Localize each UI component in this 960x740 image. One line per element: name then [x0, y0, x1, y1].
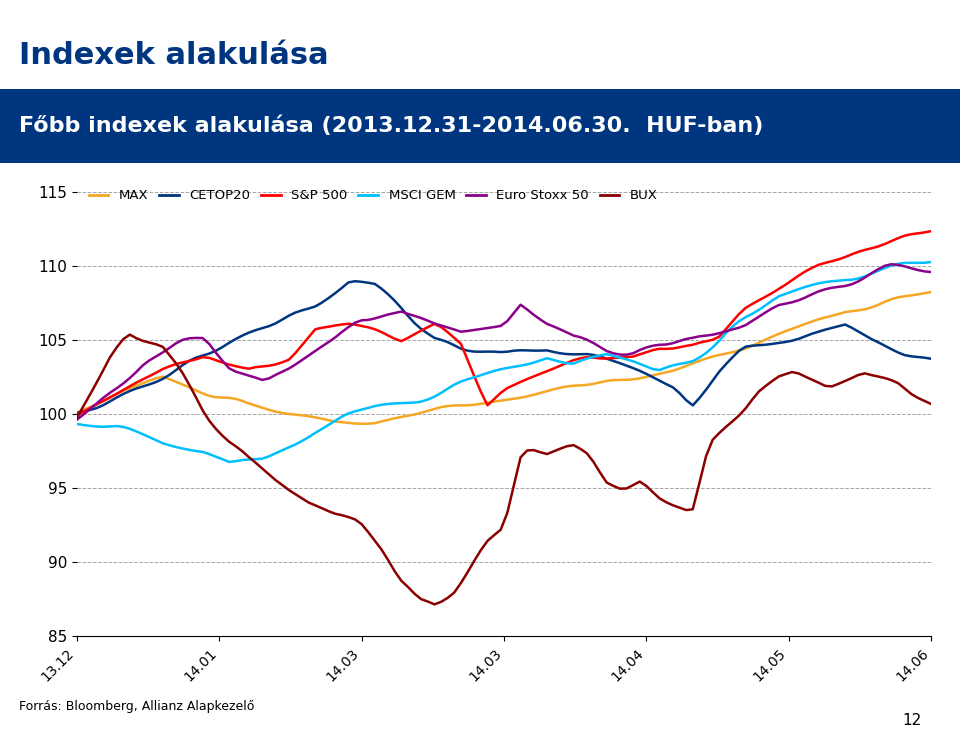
MSCI GEM: [442, 384, 453, 393]
Text: Forrás: Bloomberg, Allianz Alapkezelő: Forrás: Bloomberg, Allianz Alapkezelő: [19, 700, 254, 713]
MAX: [521, 392, 533, 401]
BUX: [124, 330, 135, 339]
MAX: [302, 411, 314, 420]
Line: CETOP20: CETOP20: [77, 281, 931, 413]
S&P 500: [71, 411, 83, 420]
MSCI GEM: [224, 457, 235, 466]
BUX: [754, 387, 765, 396]
S&P 500: [793, 271, 804, 280]
MAX: [640, 372, 652, 381]
BUX: [309, 501, 321, 510]
MSCI GEM: [925, 258, 937, 266]
Line: BUX: BUX: [77, 334, 931, 605]
BUX: [429, 600, 441, 609]
S&P 500: [925, 226, 937, 235]
Euro Stoxx 50: [700, 332, 711, 340]
CETOP20: [640, 369, 652, 378]
Line: S&P 500: S&P 500: [77, 231, 931, 415]
CETOP20: [925, 354, 937, 363]
Line: MAX: MAX: [77, 292, 931, 424]
S&P 500: [820, 258, 831, 267]
Euro Stoxx 50: [925, 268, 937, 277]
MAX: [442, 402, 453, 411]
Euro Stoxx 50: [435, 321, 446, 330]
MAX: [747, 341, 758, 350]
CETOP20: [349, 277, 361, 286]
Euro Stoxx 50: [515, 300, 526, 309]
Euro Stoxx 50: [302, 351, 314, 360]
Euro Stoxx 50: [740, 320, 752, 329]
S&P 500: [852, 247, 864, 256]
CETOP20: [71, 408, 83, 417]
MAX: [707, 352, 718, 361]
CETOP20: [521, 346, 533, 355]
S&P 500: [535, 369, 546, 378]
Euro Stoxx 50: [634, 346, 645, 354]
BUX: [713, 428, 725, 437]
CETOP20: [302, 304, 314, 313]
Text: Indexek alakulása: Indexek alakulása: [19, 41, 329, 70]
CETOP20: [747, 341, 758, 350]
S&P 500: [681, 341, 692, 350]
MAX: [71, 408, 83, 417]
Text: Főbb indexek alakulása (2013.12.31-2014.06.30.  HUF-ban): Főbb indexek alakulása (2013.12.31-2014.…: [19, 115, 763, 136]
BUX: [528, 445, 540, 454]
BUX: [448, 588, 460, 597]
Euro Stoxx 50: [886, 260, 898, 269]
MSCI GEM: [747, 309, 758, 318]
MAX: [925, 288, 937, 297]
Line: MSCI GEM: MSCI GEM: [77, 262, 931, 462]
MSCI GEM: [309, 428, 321, 437]
Line: Euro Stoxx 50: Euro Stoxx 50: [77, 264, 931, 420]
S&P 500: [110, 389, 122, 398]
MAX: [356, 420, 368, 428]
CETOP20: [442, 337, 453, 346]
MSCI GEM: [707, 343, 718, 352]
Euro Stoxx 50: [71, 415, 83, 424]
MSCI GEM: [71, 420, 83, 428]
Legend: MAX, CETOP20, S&P 500, MSCI GEM, Euro Stoxx 50, BUX: MAX, CETOP20, S&P 500, MSCI GEM, Euro St…: [84, 184, 663, 208]
MSCI GEM: [521, 360, 533, 369]
Text: 12: 12: [902, 713, 922, 728]
CETOP20: [707, 376, 718, 385]
BUX: [925, 400, 937, 408]
BUX: [647, 488, 659, 497]
BUX: [71, 414, 83, 423]
MSCI GEM: [640, 362, 652, 371]
